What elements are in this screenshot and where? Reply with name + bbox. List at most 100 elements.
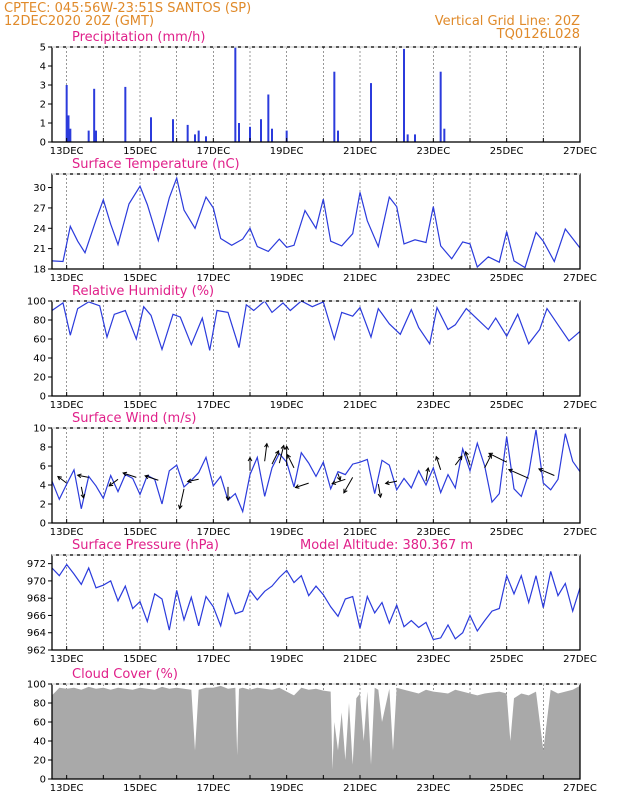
wind-arrow-head <box>384 480 390 486</box>
x-tick-label: 15DEC <box>123 146 157 157</box>
cloud-area <box>52 685 580 779</box>
wind-arrow-shaft <box>179 488 185 509</box>
precip-bar <box>172 119 174 142</box>
wind-arrow-head <box>280 444 286 450</box>
x-tick-label: 19DEC <box>270 654 304 665</box>
x-tick-label: 21DEC <box>343 783 377 794</box>
y-tick-label: 24 <box>33 224 46 235</box>
y-tick-label: 6 <box>40 462 46 473</box>
wind-arrow-shaft <box>187 478 199 482</box>
y-tick-label: 8 <box>40 443 46 454</box>
x-tick-label: 19DEC <box>270 146 304 157</box>
x-tick-label: 13DEC <box>50 273 84 284</box>
precip-bar <box>260 119 262 142</box>
x-tick-label: 19DEC <box>270 400 304 411</box>
precip-bar <box>406 134 409 142</box>
x-tick-label: 13DEC <box>50 400 84 411</box>
series-line <box>51 300 581 352</box>
precip-bar <box>93 88 96 142</box>
precip-bar <box>414 134 416 142</box>
y-tick-label: 964 <box>27 628 46 639</box>
panel-frame <box>51 173 581 270</box>
x-tick-label: 17DEC <box>196 783 230 794</box>
y-tick-label: 0 <box>40 519 46 530</box>
x-tick-label: 13DEC <box>50 146 84 157</box>
wind-arrow-head <box>284 445 290 450</box>
x-tick-label: 25DEC <box>490 146 524 157</box>
x-tick-label: 27DEC <box>563 273 597 284</box>
header-model: TQ0126L028 <box>496 27 580 42</box>
wind-arrow-head <box>343 488 348 494</box>
precip-bar <box>65 85 68 142</box>
y-tick-label: 100 <box>27 680 46 691</box>
y-tick-label: 20 <box>33 373 46 384</box>
x-tick-label: 25DEC <box>490 273 524 284</box>
panel-title: Surface Temperature (nC) <box>72 157 240 172</box>
y-tick-label: 10 <box>33 424 46 435</box>
y-tick-label: 966 <box>27 611 46 622</box>
y-tick-label: 18 <box>33 265 46 276</box>
wind-arrow-head <box>507 468 513 474</box>
x-tick-label: 19DEC <box>270 783 304 794</box>
wind-arrow-shaft <box>337 473 341 481</box>
x-tick-label: 13DEC <box>50 527 84 538</box>
wind-arrow-head <box>264 442 269 448</box>
precip-bar <box>87 130 90 142</box>
y-tick-label: 0 <box>40 138 46 149</box>
x-tick-label: 27DEC <box>563 400 597 411</box>
wind-arrow-shaft <box>271 450 280 465</box>
wind-arrow-shaft <box>343 477 354 494</box>
precip-bar <box>69 128 72 142</box>
panel-2: Surface Temperature (nC) 18 21 24 27 30 13DEC 1… <box>33 157 597 284</box>
series-line <box>51 429 581 514</box>
series-line <box>51 563 581 641</box>
x-tick-label: 17DEC <box>196 146 230 157</box>
wind-arrow-shaft <box>57 476 67 484</box>
wind-arrow-shaft <box>331 478 346 485</box>
panel-frame <box>51 300 581 397</box>
x-tick-label: 25DEC <box>490 654 524 665</box>
panel-3: Relative Humidity (%) 0 20 40 60 80 100 13DEC 15… <box>27 284 597 411</box>
x-tick-label: 21DEC <box>343 654 377 665</box>
wind-arrow-head <box>122 471 128 477</box>
x-tick-label: 23DEC <box>416 527 450 538</box>
panel-title: Cloud Cover (%) <box>72 667 178 682</box>
x-tick-label: 27DEC <box>563 146 597 157</box>
header-grid-line: Vertical Grid Line: 20Z <box>435 14 580 29</box>
x-tick-label: 17DEC <box>196 654 230 665</box>
precip-bar <box>186 124 189 142</box>
wind-arrow-head <box>178 504 183 510</box>
wind-arrow-shaft <box>122 472 137 478</box>
wind-arrow-head <box>464 450 469 456</box>
wind-arrow-head <box>247 456 253 462</box>
wind-arrow-head <box>108 482 114 487</box>
precip-bar <box>124 86 127 142</box>
wind-arrow-head <box>537 468 543 473</box>
precip-bar <box>197 130 200 142</box>
x-tick-label: 25DEC <box>490 527 524 538</box>
y-tick-label: 27 <box>33 203 46 214</box>
y-tick-label: 5 <box>40 43 46 54</box>
y-tick-label: 2 <box>40 100 46 111</box>
y-tick-label: 1 <box>40 119 46 130</box>
wind-arrow-head <box>336 476 342 482</box>
y-tick-label: 0 <box>40 392 46 403</box>
precip-bar <box>271 128 273 142</box>
panel-frame <box>51 554 581 651</box>
wind-arrow-shaft <box>435 456 442 470</box>
wind-arrow-shaft <box>484 454 492 469</box>
precip-bar <box>95 130 97 142</box>
wind-arrow-shaft <box>286 454 295 469</box>
wind-arrow-shaft <box>465 451 471 466</box>
precip-bar <box>234 47 237 142</box>
panel-frame <box>51 46 581 143</box>
x-tick-label: 25DEC <box>490 400 524 411</box>
precip-bar <box>403 48 405 142</box>
panel-annotation: Model Altitude: 380.367 m <box>300 538 473 553</box>
meteogram-panels: Precipitation (mm/h) 0 1 2 3 4 5 13DEC 15DEC 17DE… <box>27 30 597 794</box>
panel-1: Precipitation (mm/h) 0 1 2 3 4 5 13DEC 15DEC 17DE… <box>40 30 597 157</box>
wind-arrow-shaft <box>77 474 89 478</box>
y-tick-label: 3 <box>40 81 46 92</box>
y-tick-label: 80 <box>33 699 46 710</box>
x-tick-label: 17DEC <box>196 273 230 284</box>
